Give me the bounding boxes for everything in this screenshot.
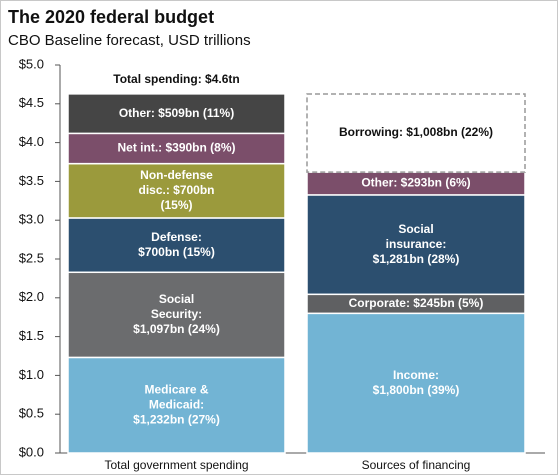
y-tick-label: $2.0	[19, 289, 44, 304]
bar-segment	[67, 162, 286, 219]
bar-segment	[306, 93, 526, 173]
x-tick-label: Sources of financing	[362, 458, 471, 472]
y-tick-label: $4.5	[19, 95, 44, 110]
y-tick-label: $5.0	[19, 56, 44, 71]
y-tick-label: $1.0	[19, 367, 44, 382]
segment-label: Other: $509bn (11%)	[119, 106, 234, 120]
segment-label: Non-defense	[140, 168, 213, 182]
y-tick-label: $3.0	[19, 212, 44, 227]
segment-label: (15%)	[160, 198, 192, 212]
segment-label: Net int.: $390bn (8%)	[117, 141, 235, 155]
y-tick-label: $0.0	[19, 444, 44, 459]
y-tick-label: $4.0	[19, 134, 44, 149]
chart-subtitle: CBO Baseline forecast, USD trillions	[8, 32, 251, 49]
bar-segment	[67, 93, 286, 135]
y-tick-label: $2.5	[19, 250, 44, 265]
segment-label: $1,232bn (27%)	[133, 412, 220, 426]
bar-segment	[67, 132, 286, 165]
chart-title: The 2020 federal budget	[8, 7, 214, 27]
segment-label: Security:	[151, 307, 202, 321]
segment-label: Defense:	[151, 230, 202, 244]
y-tick-label: $0.5	[19, 406, 44, 421]
segment-label: Other: $293bn (6%)	[361, 176, 470, 190]
segment-label: Borrowing: $1,008bn (22%)	[339, 125, 493, 139]
segment-label: $700bn (15%)	[138, 245, 215, 259]
y-tick-label: $1.5	[19, 328, 44, 343]
segment-label: Social	[398, 222, 433, 236]
y-tick-label: $3.5	[19, 173, 44, 188]
bar-segment	[67, 356, 286, 454]
segment-label: Medicaid:	[149, 397, 204, 411]
x-tick-label: Total government spending	[104, 458, 248, 472]
segment-label: insurance:	[386, 237, 447, 251]
segment-label: Corporate: $245bn (5%)	[349, 296, 484, 310]
bar-segment	[306, 312, 526, 454]
segment-label: $1,097bn (24%)	[133, 322, 220, 336]
bar-segment	[306, 194, 526, 296]
segment-label: Medicare &	[144, 382, 208, 396]
segment-label: disc.: $700bn	[138, 183, 214, 197]
segment-label: Social	[159, 292, 194, 306]
segment-label: $1,281bn (28%)	[373, 252, 460, 266]
bar-segment	[67, 217, 286, 274]
annotation: Total spending: $4.6tn	[113, 72, 239, 86]
segment-label: $1,800bn (39%)	[373, 383, 460, 397]
segment-label: Income:	[393, 368, 439, 382]
bar-segment	[67, 271, 286, 359]
